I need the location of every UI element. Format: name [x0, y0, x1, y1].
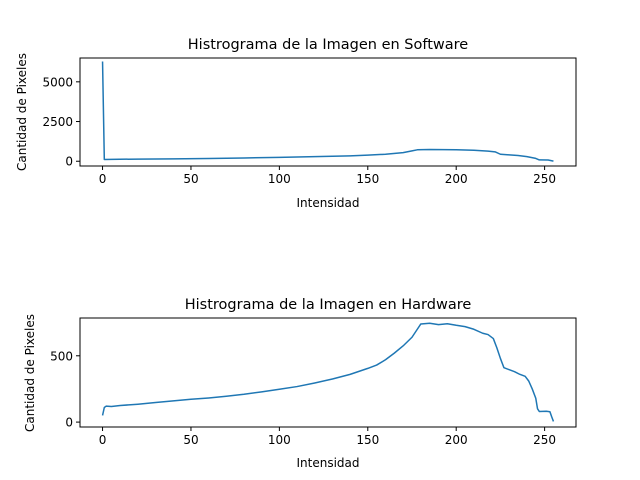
y-tick-label: 2500	[42, 115, 73, 129]
x-tick-label: 150	[356, 172, 379, 186]
y-tick-label: 0	[65, 155, 73, 169]
x-tick-label: 250	[533, 172, 556, 186]
chart-title: Histrograma de la Imagen en Hardware	[185, 297, 472, 313]
x-axis-ticks: 0 50 100 150 200 250	[99, 166, 556, 186]
axes-frame	[79, 317, 577, 428]
series-line	[101, 322, 555, 422]
subplot-hardware: Histrograma de la Imagen en Hardware 0 50…	[23, 297, 577, 470]
x-tick-label: 200	[445, 172, 468, 186]
chart-title: Histrograma de la Imagen en Software	[188, 37, 469, 53]
y-tick-label: 5000	[42, 75, 73, 89]
x-tick-label: 0	[99, 433, 107, 447]
x-tick-label: 50	[183, 172, 198, 186]
x-tick-label: 150	[356, 433, 379, 447]
y-axis-ticks: 0 2500 5000	[42, 75, 80, 169]
x-tick-label: 0	[99, 172, 107, 186]
y-axis-ticks: 0 500	[50, 349, 80, 430]
plot-area	[101, 61, 554, 162]
x-axis-label: Intensidad	[296, 456, 359, 470]
x-axis-label: Intensidad	[296, 196, 359, 210]
x-tick-label: 50	[183, 433, 198, 447]
y-tick-label: 500	[50, 349, 73, 363]
x-tick-label: 100	[268, 172, 291, 186]
y-tick-label: 0	[65, 416, 73, 430]
x-axis-ticks: 0 50 100 150 200 250	[99, 427, 556, 447]
y-axis-label: Cantidad de Pixeles	[15, 53, 29, 171]
y-axis-label: Cantidad de Pixeles	[23, 314, 37, 432]
axes-frame	[79, 57, 577, 167]
series-line	[101, 61, 554, 162]
x-tick-label: 100	[268, 433, 291, 447]
subplot-software: Histrograma de la Imagen en Software 0 50…	[15, 37, 577, 210]
plot-area	[101, 322, 555, 422]
x-tick-label: 200	[445, 433, 468, 447]
x-tick-label: 250	[533, 433, 556, 447]
